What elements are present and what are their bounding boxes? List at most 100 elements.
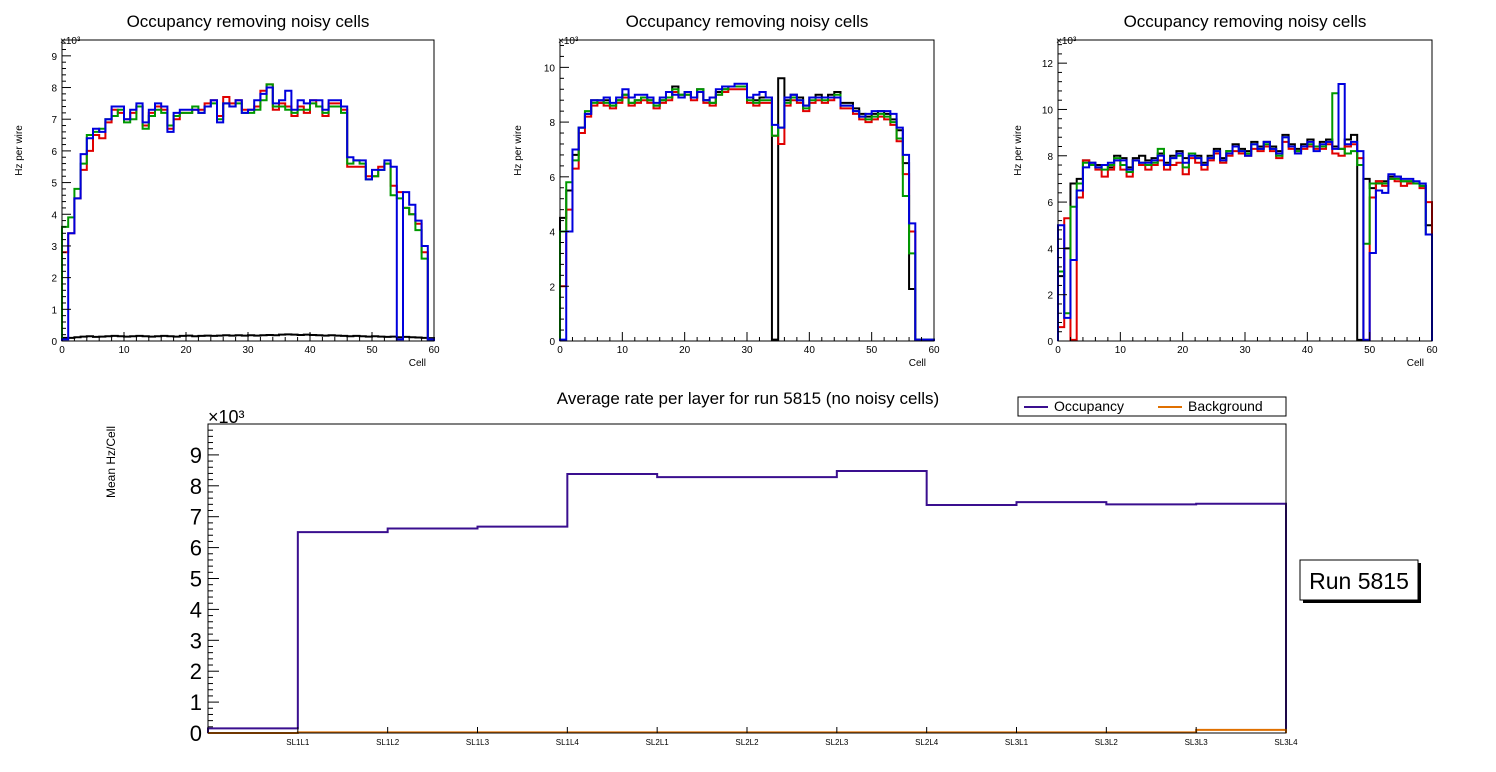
y-tick-label: 2 bbox=[549, 282, 555, 293]
y-exponent: ×10³ bbox=[208, 407, 245, 427]
y-tick-label: 8 bbox=[549, 118, 555, 129]
x-tick-label: 40 bbox=[1302, 345, 1314, 356]
series-blue bbox=[1057, 82, 1433, 341]
x-category-label: SL2L4 bbox=[915, 738, 939, 747]
y-tick-label: 10 bbox=[544, 63, 556, 74]
x-tick-label: 10 bbox=[1115, 345, 1127, 356]
y-tick-label: 4 bbox=[1047, 244, 1053, 255]
x-tick-label: 30 bbox=[741, 345, 753, 356]
x-category-label: SL1L1 bbox=[286, 738, 310, 747]
series-red bbox=[61, 83, 435, 341]
x-category-label: SL3L3 bbox=[1185, 738, 1209, 747]
y-tick-label: 2 bbox=[1047, 291, 1053, 302]
y-tick-label: 0 bbox=[190, 721, 202, 746]
x-axis-label: Cell bbox=[909, 358, 926, 369]
x-tick-label: 30 bbox=[242, 345, 254, 356]
x-category-label: SL1L3 bbox=[466, 738, 490, 747]
x-tick-label: 60 bbox=[1426, 345, 1438, 356]
y-tick-label: 2 bbox=[190, 659, 202, 684]
y-axis-label: Hz per wire bbox=[14, 125, 25, 176]
y-exponent: ×10³ bbox=[558, 36, 579, 47]
y-axis-label: Hz per wire bbox=[1013, 125, 1024, 176]
y-tick-label: 7 bbox=[190, 505, 202, 530]
x-tick-label: 40 bbox=[804, 345, 816, 356]
x-tick-label: 50 bbox=[1364, 345, 1376, 356]
annotation-box bbox=[1299, 559, 1419, 601]
y-tick-label: 0 bbox=[1047, 337, 1053, 348]
y-tick-label: 0 bbox=[51, 337, 57, 348]
panel-3: Occupancy removing noisy cells ×10³ Hz per… bbox=[1013, 12, 1438, 369]
y-tick-label: 6 bbox=[1047, 198, 1053, 209]
x-tick-label: 50 bbox=[866, 345, 878, 356]
series-green bbox=[559, 85, 935, 341]
y-tick-label: 6 bbox=[51, 147, 57, 158]
y-tick-label: 6 bbox=[190, 536, 202, 561]
chart-title: Average rate per layer for run 5815 (no … bbox=[557, 389, 939, 408]
y-axis-label: Hz per wire bbox=[513, 125, 524, 176]
y-tick-label: 3 bbox=[190, 628, 202, 653]
chart-title: Occupancy removing noisy cells bbox=[1124, 12, 1367, 31]
y-tick-label: 8 bbox=[190, 474, 202, 499]
legend-box bbox=[1017, 396, 1287, 417]
y-tick-label: 9 bbox=[190, 443, 202, 468]
x-tick-label: 0 bbox=[1055, 345, 1061, 356]
y-tick-label: 1 bbox=[190, 690, 202, 715]
plot-frame bbox=[207, 423, 1287, 734]
series-occupancy bbox=[207, 469, 1287, 733]
y-tick-label: 7 bbox=[51, 115, 57, 126]
y-tick-label: 0 bbox=[549, 337, 555, 348]
x-tick-label: 20 bbox=[1177, 345, 1189, 356]
x-tick-label: 40 bbox=[304, 345, 316, 356]
y-axis-label: Mean Hz/Cell bbox=[104, 426, 118, 498]
x-tick-label: 0 bbox=[59, 345, 65, 356]
y-tick-label: 5 bbox=[51, 179, 57, 190]
plot-frame bbox=[61, 39, 435, 342]
x-tick-label: 10 bbox=[118, 345, 130, 356]
x-axis-label: Cell bbox=[1407, 358, 1424, 369]
y-tick-label: 3 bbox=[51, 242, 57, 253]
y-exponent: ×10³ bbox=[60, 36, 81, 47]
panel-layer-summary: Average rate per layer for run 5815 (no … bbox=[104, 389, 1421, 747]
x-category-label: SL2L2 bbox=[735, 738, 759, 747]
y-exponent: ×10³ bbox=[1056, 36, 1077, 47]
y-tick-label: 8 bbox=[51, 84, 57, 95]
x-category-label: SL1L2 bbox=[376, 738, 400, 747]
x-category-label: SL3L4 bbox=[1274, 738, 1298, 747]
y-tick-label: 2 bbox=[51, 274, 57, 285]
x-tick-label: 20 bbox=[180, 345, 192, 356]
series-blue bbox=[61, 86, 435, 341]
x-tick-label: 30 bbox=[1239, 345, 1251, 356]
x-category-label: SL2L1 bbox=[646, 738, 670, 747]
x-tick-label: 60 bbox=[428, 345, 440, 356]
legend-label-background: Background bbox=[1188, 398, 1263, 414]
y-tick-label: 4 bbox=[51, 210, 57, 221]
x-category-label: SL2L3 bbox=[825, 738, 849, 747]
x-tick-label: 10 bbox=[617, 345, 629, 356]
y-tick-label: 4 bbox=[549, 228, 555, 239]
series-red bbox=[559, 88, 935, 341]
x-tick-label: 50 bbox=[366, 345, 378, 356]
panel-1: Occupancy removing noisy cells ×10³ Hz per… bbox=[14, 12, 440, 369]
x-tick-label: 60 bbox=[928, 345, 940, 356]
panel-2: Occupancy removing noisy cells ×10³ Hz per… bbox=[513, 12, 940, 369]
y-tick-label: 5 bbox=[190, 567, 202, 592]
series-green bbox=[61, 83, 435, 341]
run-annotation: Run 5815 bbox=[1309, 568, 1409, 594]
x-axis-label: Cell bbox=[409, 358, 426, 369]
y-tick-label: 4 bbox=[190, 597, 202, 622]
chart-title: Occupancy removing noisy cells bbox=[626, 12, 869, 31]
chart-title: Occupancy removing noisy cells bbox=[127, 12, 370, 31]
x-category-label: SL1L4 bbox=[556, 738, 580, 747]
y-tick-label: 1 bbox=[51, 305, 57, 316]
y-tick-label: 6 bbox=[549, 173, 555, 184]
x-category-label: SL3L1 bbox=[1005, 738, 1029, 747]
series-blue bbox=[559, 82, 935, 341]
y-tick-label: 8 bbox=[1047, 152, 1053, 163]
x-category-label: SL3L2 bbox=[1095, 738, 1119, 747]
y-tick-label: 10 bbox=[1042, 105, 1054, 116]
legend-label-occupancy: Occupancy bbox=[1054, 398, 1124, 414]
y-tick-label: 12 bbox=[1042, 59, 1054, 70]
y-tick-label: 9 bbox=[51, 52, 57, 63]
x-tick-label: 20 bbox=[679, 345, 691, 356]
